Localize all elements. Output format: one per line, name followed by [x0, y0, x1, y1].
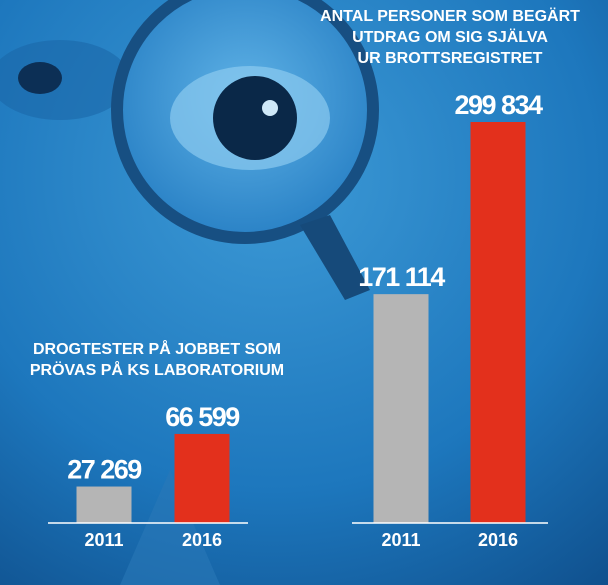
x-tick-label: 2016 — [478, 530, 518, 550]
x-tick-label: 2011 — [84, 530, 123, 550]
photo-pupil-left — [18, 62, 62, 94]
value-label: 299 834 — [454, 90, 543, 120]
bar — [174, 433, 230, 523]
chart-title: PRÖVAS PÅ KS LABORATORIUM — [30, 360, 284, 379]
chart-title: ANTAL PERSONER SOM BEGÄRT — [320, 7, 580, 25]
photo-handle — [300, 215, 370, 300]
photo-shirt — [120, 470, 220, 585]
bar — [76, 486, 132, 523]
value-label: 171 114 — [358, 262, 445, 292]
chart-title: UR BROTTSREGISTRET — [358, 50, 543, 67]
photo-eye-left — [0, 40, 130, 120]
x-tick-label: 2011 — [381, 530, 420, 550]
photo-glint — [262, 100, 278, 116]
x-tick-label: 2016 — [182, 530, 222, 550]
chart-title: UTDRAG OM SIG SJÄLVA — [352, 28, 548, 46]
value-label: 66 599 — [165, 402, 240, 432]
photo-pupil — [213, 76, 297, 160]
chart-title: DROGTESTER PÅ JOBBET SOM — [33, 339, 281, 358]
bar — [470, 122, 526, 523]
bar — [373, 294, 429, 523]
value-label: 27 269 — [67, 455, 142, 485]
